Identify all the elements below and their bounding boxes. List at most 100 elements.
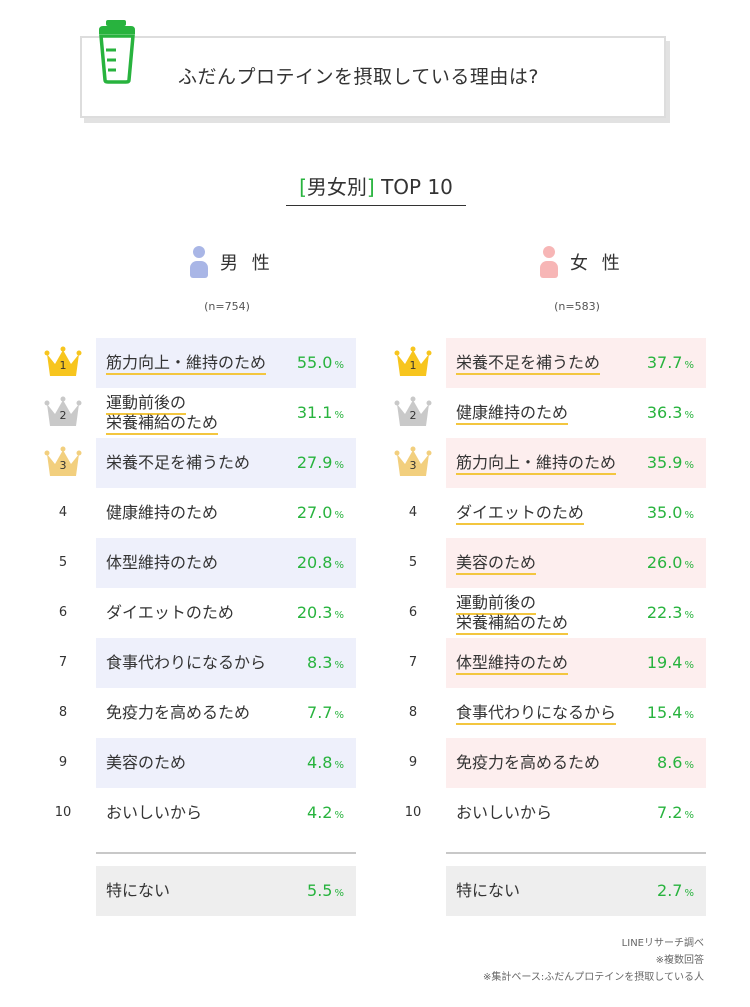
footer-note-multiple: ※複数回答 [655, 955, 704, 966]
subtitle-suffix: TOP 10 [374, 175, 453, 199]
male-table-row: 運動前後の 栄養補給のため 31.1% [96, 388, 356, 438]
page-title: ふだんプロテインを摂取している理由は? [178, 66, 540, 88]
female-table-row: 筋力向上・維持のため 35.9% [446, 438, 706, 488]
male-value-number: 4.2 [307, 803, 333, 822]
female-value-number: 26.0 [646, 553, 683, 572]
male-reason-label-line: ダイエットのため [106, 603, 234, 622]
male-person-icon [188, 246, 210, 278]
female-person-icon [538, 246, 560, 278]
female-reason-label: おいしいから [456, 803, 552, 823]
subtitle-bracket-close: ] [366, 175, 375, 199]
female-percent-value: 19.4% [647, 638, 694, 688]
male-reason-label: 運動前後の 栄養補給のため [106, 393, 219, 435]
male-value-number: 20.3 [296, 603, 333, 622]
female-value-number: 7.2 [657, 803, 683, 822]
female-rank-number: 8 [408, 705, 418, 720]
male-table-row: おいしいから 4.2% [96, 788, 356, 838]
female-value-unit: % [684, 560, 694, 571]
male-percent-value: 8.3% [307, 638, 344, 688]
female-label: 女 性 [570, 253, 624, 274]
male-rank-2-crown-icon: 2 [44, 396, 82, 430]
female-table-row: 運動前後の 栄養補給のため 22.3% [446, 588, 706, 638]
female-percent-value: 35.0% [647, 488, 694, 538]
male-reason-label: 筋力向上・維持のため [106, 353, 267, 375]
female-value-number: 36.3 [646, 403, 683, 422]
subtitle-text: 男女別 [306, 175, 367, 199]
male-reason-label-line: おいしいから [106, 803, 203, 822]
chart-subtitle: [男女別] TOP 10 [286, 172, 466, 206]
male-value-number: 7.7 [307, 703, 333, 722]
female-reason-label: 免疫力を高めるため [456, 753, 600, 773]
male-reason-label: 美容のため [106, 753, 186, 773]
male-none-value: 5.5% [307, 881, 344, 900]
male-reason-label-line: 栄養不足を補うため [106, 453, 251, 472]
male-percent-value: 31.1% [297, 388, 344, 438]
male-reason-label-line: 筋力向上・維持のため [106, 353, 267, 375]
female-rank-number: 2 [409, 409, 417, 422]
female-reason-label-line: 筋力向上・維持のため [456, 453, 617, 475]
male-percent-value: 4.2% [307, 788, 344, 838]
female-value-number: 37.7 [646, 353, 683, 372]
male-value-number: 27.0 [296, 503, 333, 522]
male-reason-label: おいしいから [106, 803, 202, 823]
male-percent-value: 27.9% [297, 438, 344, 488]
male-percent-value: 7.7% [307, 688, 344, 738]
female-reason-label-line: 運動前後の [456, 593, 537, 615]
footer-note-base: ※集計ベース:ふだんプロテインを摂取している人 [483, 972, 704, 983]
female-table-row: ダイエットのため 35.0% [446, 488, 706, 538]
female-percent-value: 36.3% [647, 388, 694, 438]
female-reason-label-line: 体型維持のため [456, 653, 569, 675]
male-rank-number: 4 [58, 505, 68, 520]
female-reason-label-line: ダイエットのため [456, 503, 584, 525]
female-sample-size: (n=583) [554, 300, 600, 313]
male-reason-label: 健康維持のため [106, 503, 218, 523]
male-value-unit: % [334, 710, 344, 721]
female-reason-label: 筋力向上・維持のため [456, 453, 617, 475]
female-value-unit: % [684, 810, 694, 821]
male-none-label: 特にない [106, 881, 171, 900]
male-value-number: 8.3 [307, 653, 333, 672]
male-reason-label-line: 免疫力を高めるため [106, 703, 251, 722]
female-rank-3-crown-icon: 3 [394, 446, 432, 480]
female-reason-label: 体型維持のため [456, 653, 569, 675]
female-reason-label-line: 免疫力を高めるため [456, 753, 601, 772]
male-table-row: 美容のため 4.8% [96, 738, 356, 788]
male-reason-label-line: 健康維持のため [106, 503, 219, 522]
male-rank-3-crown-icon: 3 [44, 446, 82, 480]
female-percent-value: 35.9% [647, 438, 694, 488]
male-table-row: 健康維持のため 27.0% [96, 488, 356, 538]
female-none-row: 特にない 2.7% [446, 866, 706, 916]
male-table-row: 体型維持のため 20.8% [96, 538, 356, 588]
female-rank-2-crown-icon: 2 [394, 396, 432, 430]
female-table-row: 健康維持のため 36.3% [446, 388, 706, 438]
female-header: 女 性 [538, 244, 624, 280]
female-table-row: 体型維持のため 19.4% [446, 638, 706, 688]
male-value-number: 4.8 [307, 753, 333, 772]
male-table-row: 食事代わりになるから 8.3% [96, 638, 356, 688]
female-reason-label: 美容のため [456, 553, 537, 575]
male-reason-label-line: 食事代わりになるから [106, 653, 267, 672]
male-percent-value: 20.8% [297, 538, 344, 588]
male-none-row: 特にない 5.5% [96, 866, 356, 916]
male-table-row: 免疫力を高めるため 7.7% [96, 688, 356, 738]
male-reason-label: 免疫力を高めるため [106, 703, 250, 723]
female-reason-label-line: 美容のため [456, 553, 537, 575]
male-reason-label-line: 美容のため [106, 753, 187, 772]
female-table-row: おいしいから 7.2% [446, 788, 706, 838]
male-percent-value: 4.8% [307, 738, 344, 788]
female-table-row: 栄養不足を補うため 37.7% [446, 338, 706, 388]
female-reason-label-line: 健康維持のため [456, 403, 569, 425]
male-rank-number: 7 [58, 655, 68, 670]
female-table-row: 免疫力を高めるため 8.6% [446, 738, 706, 788]
female-value-number: 8.6 [657, 753, 683, 772]
male-value-number: 27.9 [296, 453, 333, 472]
male-value-unit: % [334, 510, 344, 521]
female-value-unit: % [684, 760, 694, 771]
female-rank-number: 3 [409, 459, 417, 472]
female-rank-number: 9 [408, 755, 418, 770]
female-value-unit: % [684, 360, 694, 371]
female-rank-number: 4 [408, 505, 418, 520]
female-value-number: 22.3 [646, 603, 683, 622]
male-reason-label: ダイエットのため [106, 603, 234, 623]
female-rank-number: 7 [408, 655, 418, 670]
